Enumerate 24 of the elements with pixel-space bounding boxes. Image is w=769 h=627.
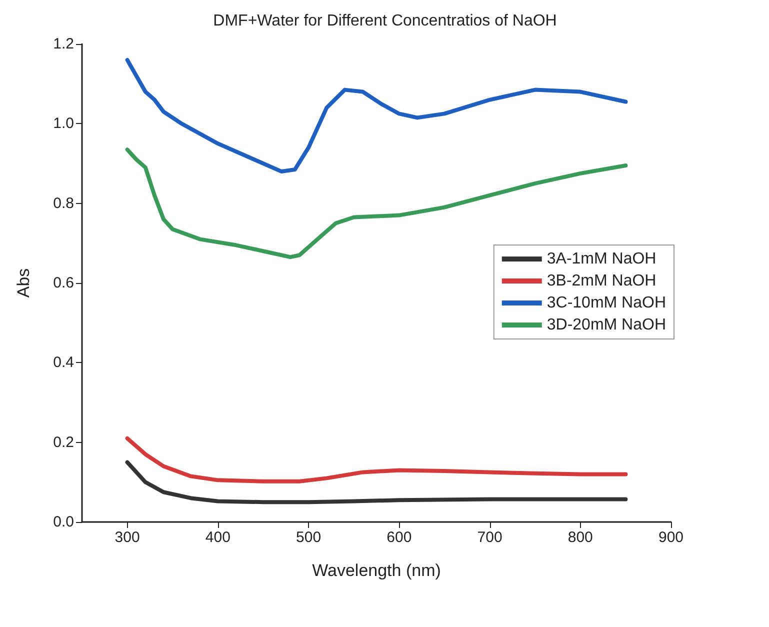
y-tick-label: 0.0 [53, 514, 74, 530]
y-tick-label: 0.8 [53, 194, 74, 212]
x-tick-label: 600 [386, 529, 412, 546]
legend-label: 3B-2mM NaOH [546, 272, 656, 290]
y-tick-label: 1.0 [53, 115, 74, 132]
x-tick-label: 900 [658, 529, 684, 546]
y-tick-label: 1.2 [53, 36, 74, 52]
x-tick-label: 800 [568, 529, 593, 546]
legend-label: 3C-10mM NaOH [546, 294, 666, 312]
x-axis-title: Wavelength (nm) [312, 561, 441, 580]
y-tick-label: 0.4 [53, 354, 74, 372]
line-series [125, 436, 628, 484]
line-series [125, 58, 628, 174]
x-tick-label: 300 [114, 529, 140, 546]
x-tick-label: 400 [205, 529, 230, 546]
line-series [125, 460, 628, 504]
y-tick-label: 0.2 [53, 434, 74, 451]
x-tick-label: 500 [296, 529, 322, 546]
legend-label: 3D-20mM NaOH [546, 316, 666, 334]
y-tick-label: 0.6 [53, 274, 74, 292]
legend-label: 3A-1mM NaOH [546, 250, 656, 268]
chart-title: DMF+Water for Different Concentratios of NaOH [213, 12, 557, 30]
y-axis-title: Abs [14, 268, 33, 298]
x-tick-label: 700 [477, 529, 502, 546]
